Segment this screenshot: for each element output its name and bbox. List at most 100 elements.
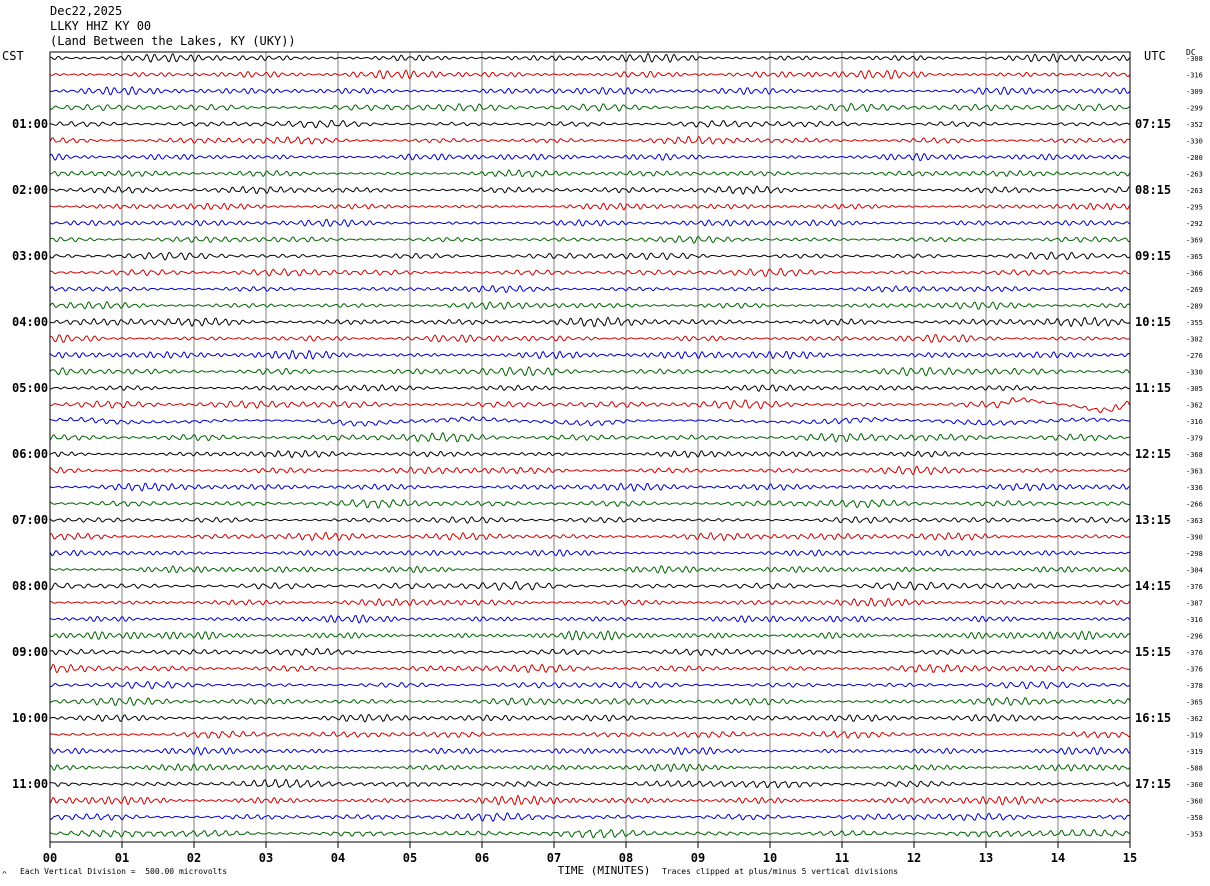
trace-17 xyxy=(49,316,1131,328)
trace-6 xyxy=(49,135,1131,145)
trace-16 xyxy=(49,301,1131,310)
trace-34 xyxy=(49,597,1131,607)
dc-offset-20: -330 xyxy=(1186,369,1203,377)
right-hour-label-1115: 11:15 xyxy=(1135,381,1171,395)
dc-offset-41: -362 xyxy=(1186,715,1203,723)
dc-offset-37: -376 xyxy=(1186,649,1203,657)
dc-offset-13: -365 xyxy=(1186,253,1203,261)
trace-22 xyxy=(49,397,1131,413)
trace-11 xyxy=(49,218,1131,228)
left-timezone-label: CST xyxy=(2,49,24,63)
dc-offset-14: -366 xyxy=(1186,270,1203,278)
left-hour-label-0100: 01:00 xyxy=(12,117,48,131)
dc-offset-35: -316 xyxy=(1186,616,1203,624)
trace-1 xyxy=(49,52,1131,63)
scale-note: Each Vertical Division = 500.00 microvol… xyxy=(20,867,228,876)
left-hour-label-1100: 11:00 xyxy=(12,777,48,791)
dc-offset-22: -362 xyxy=(1186,402,1203,410)
trace-32 xyxy=(49,565,1131,574)
trace-31 xyxy=(49,549,1131,557)
dc-offset-45: -360 xyxy=(1186,781,1203,789)
trace-37 xyxy=(49,647,1131,657)
trace-14 xyxy=(49,267,1131,277)
dc-offset-34: -387 xyxy=(1186,600,1203,608)
trace-40 xyxy=(49,696,1131,707)
trace-45 xyxy=(49,778,1131,789)
dc-offset-7: -280 xyxy=(1186,154,1203,162)
station-location: (Land Between the Lakes, KY (UKY)) xyxy=(50,34,296,48)
dc-offset-39: -378 xyxy=(1186,682,1203,690)
trace-15 xyxy=(49,285,1131,294)
dc-offset-43: -319 xyxy=(1186,748,1203,756)
trace-9 xyxy=(49,185,1131,196)
left-hour-label-0700: 07:00 xyxy=(12,513,48,527)
corner-mark: ^ xyxy=(2,870,7,879)
time-gridlines xyxy=(121,52,1059,842)
right-hour-label-1015: 10:15 xyxy=(1135,315,1171,329)
dc-offset-25: -368 xyxy=(1186,451,1203,459)
trace-35 xyxy=(49,614,1131,624)
trace-33 xyxy=(49,580,1131,591)
dc-offset-15: -269 xyxy=(1186,286,1203,294)
x-tick-label-07: 07 xyxy=(547,851,561,865)
dc-offset-42: -319 xyxy=(1186,732,1203,740)
right-timezone-label: UTC xyxy=(1144,49,1166,63)
trace-30 xyxy=(49,531,1131,542)
trace-43 xyxy=(49,746,1131,756)
left-hour-label-0800: 08:00 xyxy=(12,579,48,593)
dc-offset-8: -263 xyxy=(1186,171,1203,179)
dc-offset-48: -353 xyxy=(1186,831,1203,839)
right-hour-label-1615: 16:15 xyxy=(1135,711,1171,725)
dc-offset-29: -363 xyxy=(1186,517,1203,525)
trace-20 xyxy=(49,365,1131,377)
dc-offset-11: -292 xyxy=(1186,220,1203,228)
left-hour-label-0200: 02:00 xyxy=(12,183,48,197)
trace-5 xyxy=(49,119,1131,129)
plot-frame xyxy=(49,51,1131,843)
dc-offset-38: -376 xyxy=(1186,666,1203,674)
trace-27 xyxy=(49,482,1131,492)
x-axis-ticks xyxy=(49,842,1131,848)
trace-10 xyxy=(49,202,1131,211)
trace-41 xyxy=(49,713,1131,723)
trace-48 xyxy=(49,828,1131,839)
left-hour-label-0400: 04:00 xyxy=(12,315,48,329)
right-hour-label-1715: 17:15 xyxy=(1135,777,1171,791)
dc-offset-23: -316 xyxy=(1186,418,1203,426)
station-code: LLKY HHZ KY 00 xyxy=(50,19,152,33)
trace-38 xyxy=(49,663,1131,674)
x-axis-title: TIME (MINUTES) xyxy=(558,864,651,877)
trace-24 xyxy=(49,431,1131,443)
dc-offset-3: -309 xyxy=(1186,88,1203,96)
dc-offset-9: -263 xyxy=(1186,187,1203,195)
dc-offset-17: -355 xyxy=(1186,319,1203,327)
x-tick-label-14: 14 xyxy=(1051,851,1065,865)
x-tick-label-10: 10 xyxy=(763,851,777,865)
x-tick-label-03: 03 xyxy=(259,851,273,865)
dc-offset-36: -296 xyxy=(1186,633,1203,641)
left-hour-label-0600: 06:00 xyxy=(12,447,48,461)
right-hour-label-1415: 14:15 xyxy=(1135,579,1171,593)
dc-offset-44: -588 xyxy=(1186,765,1203,773)
x-tick-label-09: 09 xyxy=(691,851,705,865)
trace-26 xyxy=(49,465,1131,476)
seismic-traces xyxy=(49,52,1131,839)
right-hour-label-1315: 13:15 xyxy=(1135,513,1171,527)
dc-offset-47: -358 xyxy=(1186,814,1203,822)
clip-note: Traces clipped at plus/minus 5 vertical … xyxy=(662,867,899,876)
right-hour-label-0915: 09:15 xyxy=(1135,249,1171,263)
dc-offset-5: -352 xyxy=(1186,121,1203,129)
dc-offset-24: -379 xyxy=(1186,435,1203,443)
dc-offset-10: -295 xyxy=(1186,204,1203,212)
x-tick-label-05: 05 xyxy=(403,851,417,865)
trace-19 xyxy=(49,349,1131,360)
right-hour-label-0715: 07:15 xyxy=(1135,117,1171,131)
dc-offset-6: -330 xyxy=(1186,138,1203,146)
trace-13 xyxy=(49,251,1131,261)
x-tick-label-02: 02 xyxy=(187,851,201,865)
x-tick-label-08: 08 xyxy=(619,851,633,865)
dc-offset-30: -390 xyxy=(1186,534,1203,542)
dc-offset-26: -363 xyxy=(1186,468,1203,476)
trace-44 xyxy=(49,763,1131,773)
